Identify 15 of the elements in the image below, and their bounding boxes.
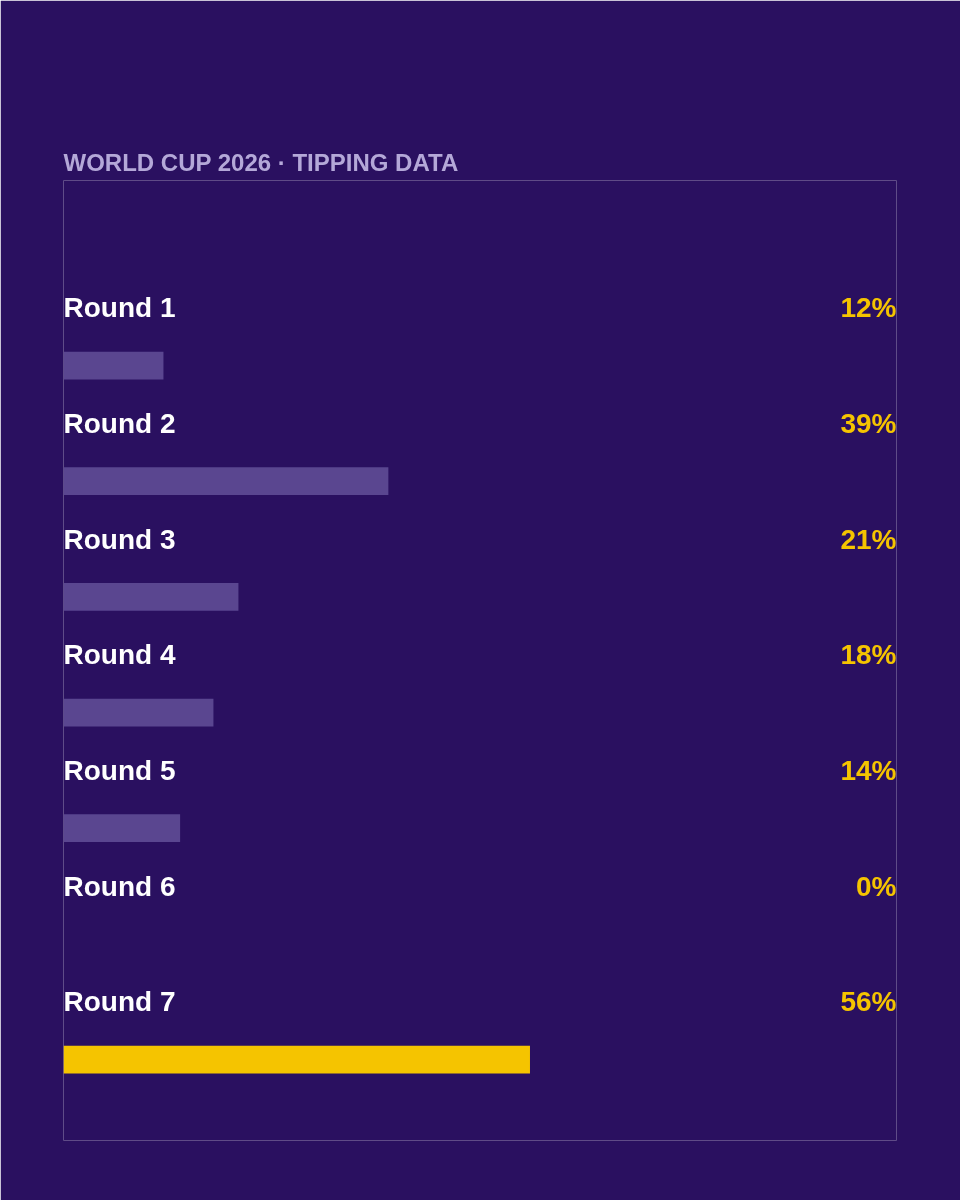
y-tick-label: Round 6 [63,870,176,902]
data-label: 56% [840,986,897,1018]
data-label: 0% [856,870,897,902]
data-label: 21% [840,523,897,555]
y-tick-label: Round 7 [63,986,176,1018]
data-label: 14% [840,754,897,786]
y-tick-label: Round 2 [63,407,176,439]
data-label: 12% [840,292,897,324]
y-tick-label: Round 5 [63,754,176,786]
chart-title: WORLD CUP 2026 · TIPPING DATA [63,148,459,176]
y-tick-label: Round 3 [63,523,176,555]
data-label: 18% [840,639,897,671]
y-tick-label: Round 4 [63,639,176,671]
data-label: 39% [840,407,897,439]
y-tick-label: Round 1 [63,292,176,324]
